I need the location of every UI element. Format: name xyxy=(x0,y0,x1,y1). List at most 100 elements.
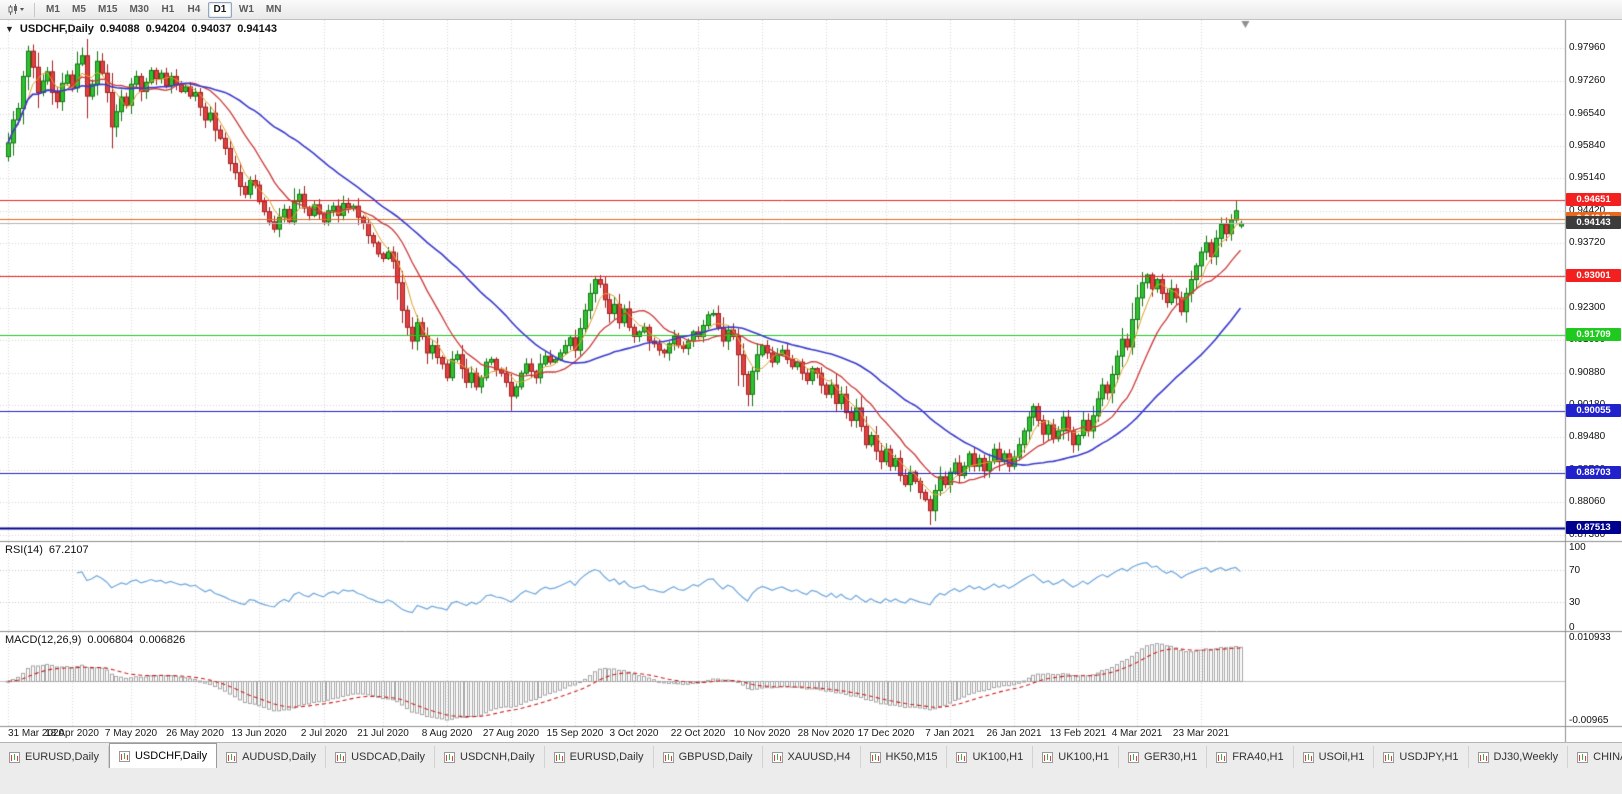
tab-label: USOil,H1 xyxy=(1318,751,1365,763)
tab-label: CHINA300,H1 xyxy=(1593,751,1622,763)
tab-label: DJ30,Weekly xyxy=(1493,751,1559,763)
price-axis-tick: 0.88060 xyxy=(1569,496,1606,508)
time-axis-label: 10 Nov 2020 xyxy=(733,728,791,739)
tab-label: FRA40,H1 xyxy=(1232,751,1284,763)
chart-thumbnail-icon xyxy=(1477,751,1489,763)
price-level-badge[interactable]: 0.90055 xyxy=(1566,404,1621,417)
timeframe-button-H1[interactable]: H1 xyxy=(156,2,180,18)
chart-tab-USDCAD-Daily[interactable]: USDCAD,Daily xyxy=(326,746,436,768)
chart-tab-EURUSD-Daily[interactable]: EURUSD,Daily xyxy=(545,746,654,768)
symbol-period-label: USDCHF,Daily xyxy=(19,23,94,35)
chart-thumbnail-icon xyxy=(956,751,968,763)
chart-type-icon[interactable] xyxy=(4,2,28,18)
tab-label: AUDUSD,Daily xyxy=(242,751,317,763)
time-axis-label: 13 Feb 2021 xyxy=(1049,728,1107,739)
ohlc-low: 0.94037 xyxy=(191,23,232,35)
price-axis-tick: 0.94420 xyxy=(1569,204,1606,216)
price-level-badge[interactable]: 0.93001 xyxy=(1566,269,1621,282)
macd-signal-value: 0.006826 xyxy=(139,634,186,646)
time-axis-label: 26 Jan 2021 xyxy=(986,728,1042,739)
rsi-value: 67.2107 xyxy=(48,544,89,556)
chart-tab-DJ30-Weekly[interactable]: DJ30,Weekly xyxy=(1469,746,1569,768)
candlestick-chart-icon xyxy=(8,3,24,15)
chart-thumbnail-icon xyxy=(1216,751,1228,763)
current-price-badge[interactable]: 0.94143 xyxy=(1566,216,1621,229)
timeframe-button-W1[interactable]: W1 xyxy=(234,2,259,18)
price-level-badge[interactable]: 0.88703 xyxy=(1566,466,1621,479)
price-level-badge[interactable]: 0.87513 xyxy=(1566,521,1621,534)
chart-tab-CHINA300-H1[interactable]: CHINA300,H1 xyxy=(1568,746,1622,768)
dropdown-arrow-icon xyxy=(20,7,24,11)
chart-thumbnail-icon xyxy=(553,751,565,763)
chart-tab-USOil-H1[interactable]: USOil,H1 xyxy=(1294,746,1375,768)
time-axis-label: 4 Mar 2021 xyxy=(1111,728,1163,739)
time-axis-label: 18 Apr 2020 xyxy=(45,728,99,739)
chart-thumbnail-icon xyxy=(444,751,456,763)
rsi-axis-tick: 100 xyxy=(1569,542,1586,553)
price-axis-tick: 0.97960 xyxy=(1569,42,1606,54)
time-axis-label: 3 Oct 2020 xyxy=(609,728,659,739)
time-axis-label: 31 Mar 2020 xyxy=(8,728,65,739)
time-axis-label: 17 Dec 2020 xyxy=(857,728,915,739)
chart-tabs-bar: EURUSD,Daily USDCHF,Daily AUDUSD,Daily USDC… xyxy=(0,742,1622,768)
tab-label: USDJPY,H1 xyxy=(1399,751,1459,763)
chart-thumbnail-icon xyxy=(118,750,130,762)
time-axis-label: 23 Mar 2021 xyxy=(1172,728,1230,739)
price-level-badge[interactable]: 0.91709 xyxy=(1566,328,1621,341)
chart-tab-UK100-H1[interactable]: UK100,H1 xyxy=(947,746,1034,768)
tab-label: UK100,H1 xyxy=(1058,751,1110,763)
price-axis-tick: 0.96540 xyxy=(1569,107,1606,119)
chart-window: ▼ USDCHF,Daily 0.94088 0.94204 0.94037 0… xyxy=(0,20,1622,742)
rsi-axis-tick: 70 xyxy=(1569,564,1581,576)
chart-thumbnail-icon xyxy=(9,751,20,763)
price-axis-tick: 0.93720 xyxy=(1569,236,1606,248)
time-axis-label: 22 Oct 2020 xyxy=(670,728,726,739)
chart-tab-USDJPY-H1[interactable]: USDJPY,H1 xyxy=(1374,746,1469,768)
chart-thumbnail-icon xyxy=(662,751,674,763)
price-axis-tick: 0.90880 xyxy=(1569,367,1606,379)
chart-thumbnail-icon xyxy=(869,751,881,763)
chart-tab-GBPUSD-Daily[interactable]: GBPUSD,Daily xyxy=(654,746,763,768)
chart-thumbnail-icon xyxy=(1302,751,1314,763)
chart-tab-GER30-H1[interactable]: GER30,H1 xyxy=(1119,746,1208,768)
macd-axis-tick: -0.00965 xyxy=(1569,715,1609,726)
chart-tab-UK100-H1[interactable]: UK100,H1 xyxy=(1033,746,1120,768)
chart-thumbnail-icon xyxy=(1383,751,1395,763)
chart-tab-USDCHF-Daily[interactable]: USDCHF,Daily xyxy=(108,743,218,768)
bottom-filler xyxy=(0,768,1622,794)
macd-axis-tick: 0.010933 xyxy=(1569,632,1611,643)
time-axis-label: 28 Nov 2020 xyxy=(797,728,855,739)
timeframe-button-M1[interactable]: M1 xyxy=(41,2,65,18)
tab-label: USDCAD,Daily xyxy=(351,751,426,763)
chart-tab-XAUUSD-H4[interactable]: XAUUSD,H4 xyxy=(763,746,861,768)
time-axis-label: 27 Aug 2020 xyxy=(482,728,540,739)
rsi-axis-tick: 30 xyxy=(1569,597,1581,609)
timeframe-button-MN[interactable]: MN xyxy=(261,2,287,18)
timeframe-button-H4[interactable]: H4 xyxy=(182,2,206,18)
timeframe-button-M30[interactable]: M30 xyxy=(124,2,153,18)
tab-label: EURUSD,Daily xyxy=(25,751,99,763)
tab-label: HK50,M15 xyxy=(885,751,938,763)
price-axis-tick: 0.87360 xyxy=(1569,528,1606,540)
chart-tab-EURUSD-Daily[interactable]: EURUSD,Daily xyxy=(0,746,109,768)
chart-thumbnail-icon xyxy=(1577,751,1589,763)
chart-tab-AUDUSD-Daily[interactable]: AUDUSD,Daily xyxy=(217,746,327,768)
time-axis-label: 7 May 2020 xyxy=(104,728,158,739)
chart-tab-HK50-M15[interactable]: HK50,M15 xyxy=(861,746,948,768)
chart-thumbnail-icon xyxy=(771,751,783,763)
price-axis-tick: 0.97260 xyxy=(1569,74,1606,86)
chart-menu-icon[interactable]: ▼ xyxy=(5,24,14,34)
timeframe-button-M15[interactable]: M15 xyxy=(93,2,122,18)
price-level-badge[interactable]: 0.94651 xyxy=(1566,193,1621,206)
chart-tab-FRA40-H1[interactable]: FRA40,H1 xyxy=(1207,746,1294,768)
ohlc-open: 0.94088 xyxy=(99,23,140,35)
time-axis-label: 15 Sep 2020 xyxy=(546,728,604,739)
timeframe-button-D1[interactable]: D1 xyxy=(207,1,232,18)
timeframe-button-M5[interactable]: M5 xyxy=(67,2,91,18)
timeframe-buttons: M1 M5 M15 M30 H1 H4 D1 W1 MN xyxy=(41,1,287,18)
tab-label: GER30,H1 xyxy=(1144,751,1198,763)
price-chart-canvas[interactable] xyxy=(0,20,1622,742)
tab-label: EURUSD,Daily xyxy=(569,751,644,763)
chart-tab-USDCNH-Daily[interactable]: USDCNH,Daily xyxy=(435,746,545,768)
